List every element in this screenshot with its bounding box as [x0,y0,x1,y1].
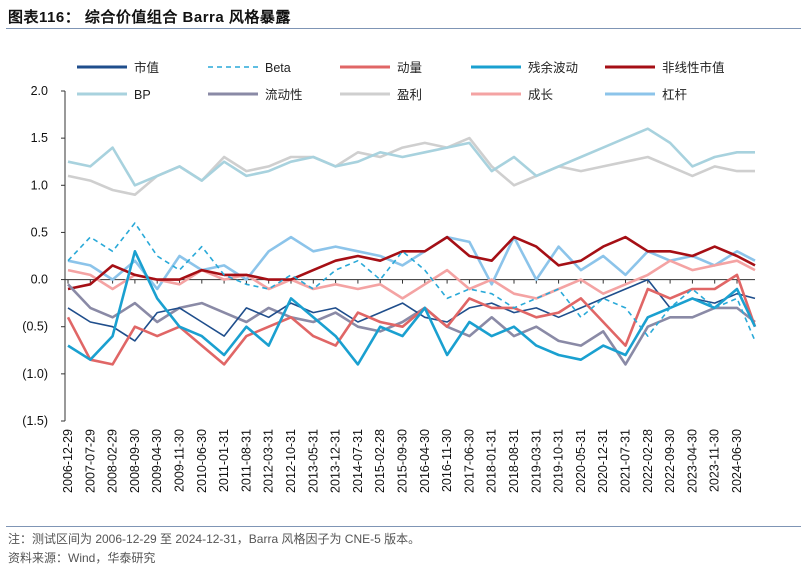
x-tick-label: 2019-10-31 [552,429,566,493]
series-line-4 [67,235,756,291]
y-tick-label: 0.5 [31,225,48,239]
x-tick-label: 2014-07-31 [351,429,365,493]
x-tick-label: 2011-01-31 [217,429,231,492]
y-tick-label: 1.0 [31,178,48,192]
y-tick-label: 0.0 [31,273,48,287]
series-line-2 [66,273,757,366]
y-tick-label: (1.5) [22,414,48,428]
x-tick-label: 2017-06-30 [462,429,476,493]
legend-label: 动量 [397,61,422,75]
x-tick-label: 2015-09-30 [396,429,410,493]
legend-label: 残余波动 [528,60,578,75]
series-line-3 [67,250,757,366]
legend-label: 流动性 [265,88,303,102]
x-tick-label: 2018-08-31 [507,429,521,493]
y-tick-label: (1.0) [22,367,48,381]
x-tick-label: 2008-02-29 [106,429,120,493]
title-divider [6,28,801,29]
y-tick-label: 1.5 [31,131,48,145]
x-tick-label: 2020-05-31 [574,429,588,493]
x-tick-label: 2018-01-31 [485,429,499,493]
series-line-8 [67,259,756,300]
x-tick-label: 2015-02-28 [373,429,387,493]
y-tick-label: (0.5) [22,320,48,334]
x-tick-label: 2020-12-31 [596,429,610,493]
legend-label: 成长 [528,88,554,102]
source-note: 资料来源：Wind，华泰研究 [8,551,156,565]
footer-divider [6,526,801,527]
y-tick-label: 2.0 [31,84,48,98]
x-tick-label: 2013-05-31 [306,429,320,493]
series-line-9 [67,235,756,291]
legend-label: 盈利 [397,88,422,102]
x-tick-label: 2022-02-28 [641,429,655,493]
legend-label: Beta [265,61,291,75]
series-lines [66,127,757,366]
x-tick-label: 2012-10-31 [284,429,298,493]
series-line-1 [67,222,756,342]
x-tick-label: 2016-04-30 [418,429,432,493]
series-line-5 [67,127,755,187]
chart-title: 图表116： 综合价值组合 Barra 风格暴露 [8,9,291,26]
x-tick-label: 2007-07-29 [83,429,97,493]
legend-label: 非线性市值 [662,60,725,75]
series-line-6 [67,283,756,366]
axes: 2.0 1.5 1.0 0.5 0.0 (0.5) (1.0) (1.5) 2006-12-29… [22,84,755,493]
x-tick-label: 2012-03-31 [262,429,276,493]
legend-label: BP [134,88,151,102]
x-tick-label: 2011-08-31 [239,429,253,492]
series-line-7 [67,136,755,196]
x-tick-label: 2009-11-30 [173,429,187,492]
x-tick-label: 2009-04-30 [150,429,164,493]
x-tick-label: 2022-09-30 [663,429,677,493]
x-tick-label: 2024-06-30 [730,429,744,493]
x-tick-label: 2016-11-30 [440,429,454,492]
footnote: 注：测试区间为 2006-12-29 至 2024-12-31，Barra 风格… [8,532,421,546]
series-line-0 [67,278,756,342]
x-tick-label: 2006-12-29 [61,429,75,493]
legend: 市值 Beta 动量 残余波动 非线性市值 BP 流动性 盈利 成长 杠杆 [77,60,725,102]
legend-label: 杠杆 [662,87,688,102]
x-tick-label: 2023-11-30 [708,429,722,492]
x-tick-label: 2023-04-30 [685,429,699,493]
legend-label: 市值 [134,60,159,75]
x-tick-label: 2010-06-30 [195,429,209,493]
x-tick-label: 2019-03-31 [529,429,543,493]
x-tick-label: 2013-12-31 [329,429,343,493]
x-tick-label: 2008-09-30 [128,429,142,493]
x-tick-label: 2021-07-31 [619,429,633,493]
